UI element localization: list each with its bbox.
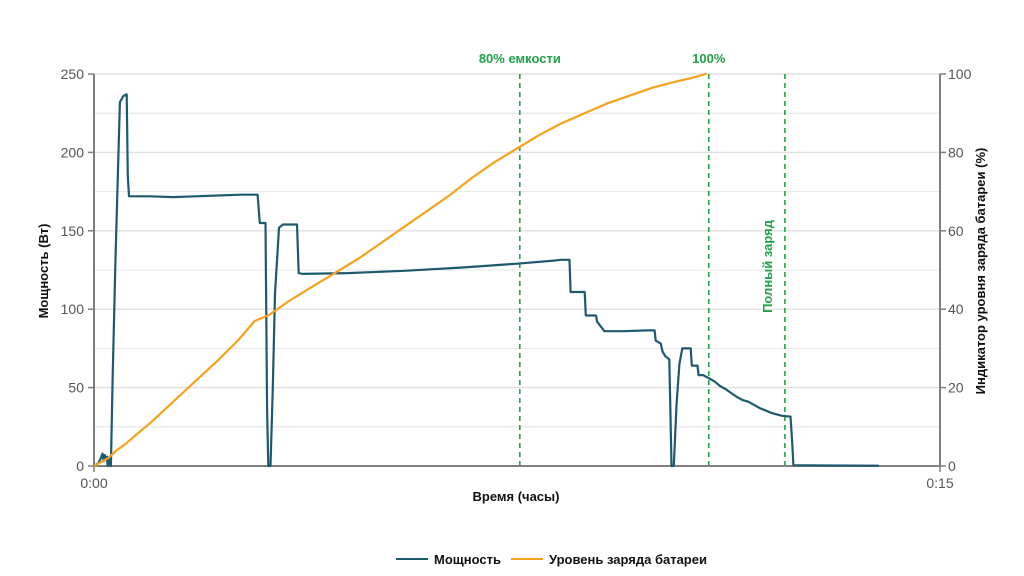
y-left-axis-title: Мощность (Вт) xyxy=(36,224,51,319)
series-line-power xyxy=(92,93,880,468)
annotation-label: 80% емкости xyxy=(479,51,561,66)
y-left-tick-label: 250 xyxy=(61,66,85,82)
x-axis-title: Время (часы) xyxy=(473,489,560,504)
legend: Мощность Уровень заряда батареи xyxy=(396,552,707,567)
x-tick-label: 0:00 xyxy=(80,475,107,491)
x-tick-label: 0:15 xyxy=(926,475,953,491)
legend-label-battery: Уровень заряда батареи xyxy=(549,552,707,567)
y-left-tick-label: 200 xyxy=(61,144,85,160)
annotation-lines: 80% емкости 100% Полный заряд xyxy=(479,51,786,466)
y-right-tick-label: 80 xyxy=(948,144,964,160)
y-right-tick-label: 20 xyxy=(948,380,964,396)
y-left-tick-label: 50 xyxy=(68,380,84,396)
series-line-battery-level xyxy=(92,72,707,468)
y-left-tick-label: 100 xyxy=(61,301,85,317)
y-right-tick-label: 40 xyxy=(948,301,964,317)
y-right-tick-label: 0 xyxy=(948,458,956,474)
tick-labels: 0 50 100 150 200 250 0 20 40 60 80 100 0:00 0:15 xyxy=(61,66,972,491)
annotation-label: 100% xyxy=(692,51,726,66)
y-left-tick-label: 150 xyxy=(61,223,85,239)
y-right-tick-label: 100 xyxy=(948,66,972,82)
legend-item-battery[interactable]: Уровень заряда батареи xyxy=(511,552,707,567)
legend-item-power[interactable]: Мощность xyxy=(396,552,501,567)
series-lines xyxy=(92,72,880,468)
y-left-tick-label: 0 xyxy=(76,458,84,474)
legend-label-power: Мощность xyxy=(434,552,501,567)
annotation-label: Полный заряд xyxy=(760,219,775,313)
y-right-tick-label: 60 xyxy=(948,223,964,239)
y-right-axis-title: Индикатор уровня заряда батареи (%) xyxy=(973,148,988,395)
grid-lines xyxy=(94,73,940,428)
